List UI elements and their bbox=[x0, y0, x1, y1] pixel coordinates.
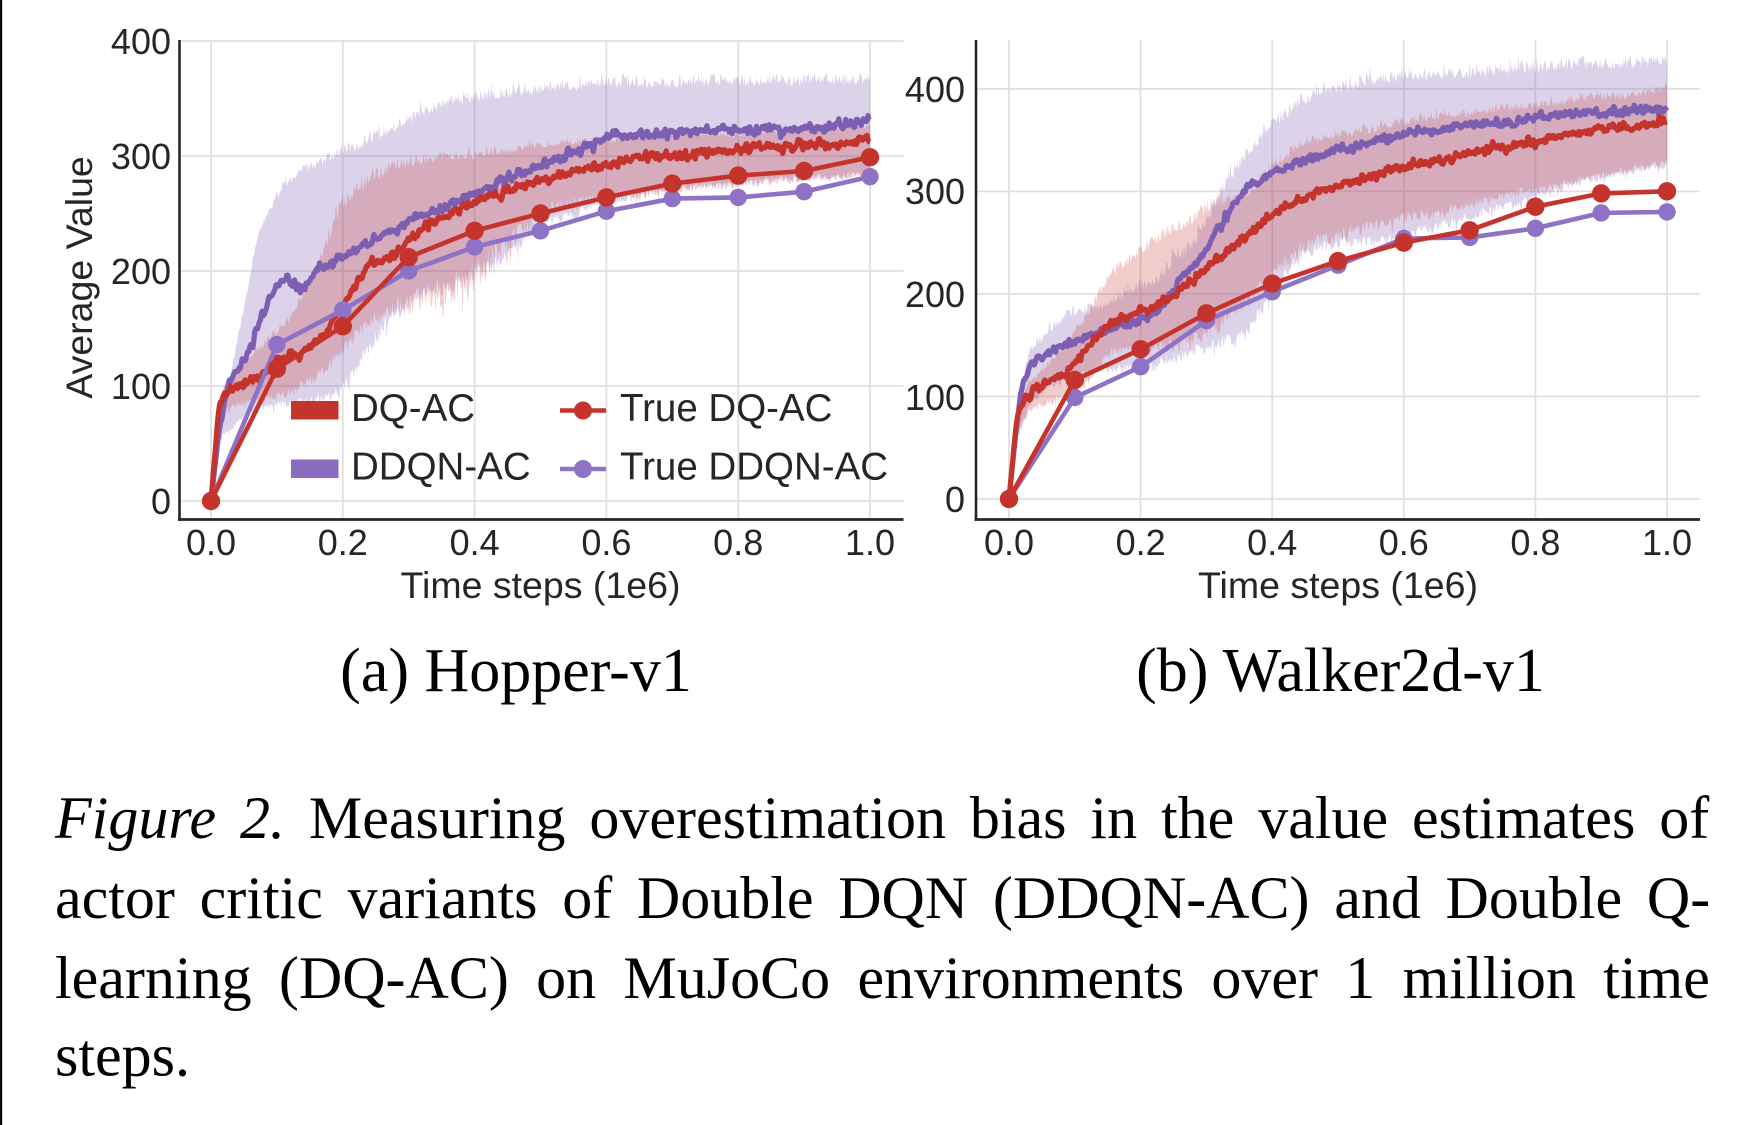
svg-text:0.8: 0.8 bbox=[713, 522, 763, 563]
svg-text:300: 300 bbox=[905, 171, 965, 212]
svg-text:0.8: 0.8 bbox=[1510, 522, 1560, 563]
svg-text:200: 200 bbox=[905, 274, 965, 315]
svg-text:200: 200 bbox=[111, 251, 171, 292]
svg-text:learning (DQ-AC) on MuJoCo env: learning (DQ-AC) on MuJoCo environments … bbox=[55, 945, 1710, 1011]
svg-text:Time steps (1e6): Time steps (1e6) bbox=[1198, 564, 1478, 606]
svg-text:(b) Walker2d-v1: (b) Walker2d-v1 bbox=[1136, 637, 1545, 705]
svg-text:300: 300 bbox=[111, 136, 171, 177]
svg-text:DDQN-AC: DDQN-AC bbox=[351, 446, 531, 489]
svg-text:0.6: 0.6 bbox=[1379, 522, 1429, 563]
svg-text:0.0: 0.0 bbox=[186, 522, 236, 563]
svg-text:0.4: 0.4 bbox=[1247, 522, 1297, 563]
svg-text:0.6: 0.6 bbox=[581, 522, 631, 563]
svg-text:400: 400 bbox=[111, 21, 171, 62]
svg-text:0: 0 bbox=[945, 479, 965, 520]
svg-text:Figure 2. Measuring overestima: Figure 2. Measuring overestimation bias … bbox=[54, 785, 1709, 851]
svg-text:steps.: steps. bbox=[55, 1023, 190, 1089]
svg-text:0.2: 0.2 bbox=[318, 522, 368, 563]
svg-text:True DDQN-AC: True DDQN-AC bbox=[620, 446, 888, 489]
svg-text:(a) Hopper-v1: (a) Hopper-v1 bbox=[340, 637, 692, 705]
svg-text:Time steps (1e6): Time steps (1e6) bbox=[401, 564, 681, 606]
svg-text:400: 400 bbox=[905, 69, 965, 110]
svg-text:0: 0 bbox=[151, 481, 171, 522]
svg-text:actor critic variants of Doubl: actor critic variants of Double DQN (DDQ… bbox=[55, 865, 1710, 931]
svg-text:1.0: 1.0 bbox=[1642, 522, 1692, 563]
svg-text:100: 100 bbox=[111, 366, 171, 407]
svg-text:True DQ-AC: True DQ-AC bbox=[620, 387, 832, 430]
svg-text:0.4: 0.4 bbox=[450, 522, 500, 563]
svg-text:0.0: 0.0 bbox=[984, 522, 1034, 563]
svg-text:Average Value: Average Value bbox=[58, 156, 100, 399]
svg-text:DQ-AC: DQ-AC bbox=[351, 387, 475, 430]
svg-text:0.2: 0.2 bbox=[1116, 522, 1166, 563]
svg-text:100: 100 bbox=[905, 377, 965, 418]
svg-text:1.0: 1.0 bbox=[845, 522, 895, 563]
